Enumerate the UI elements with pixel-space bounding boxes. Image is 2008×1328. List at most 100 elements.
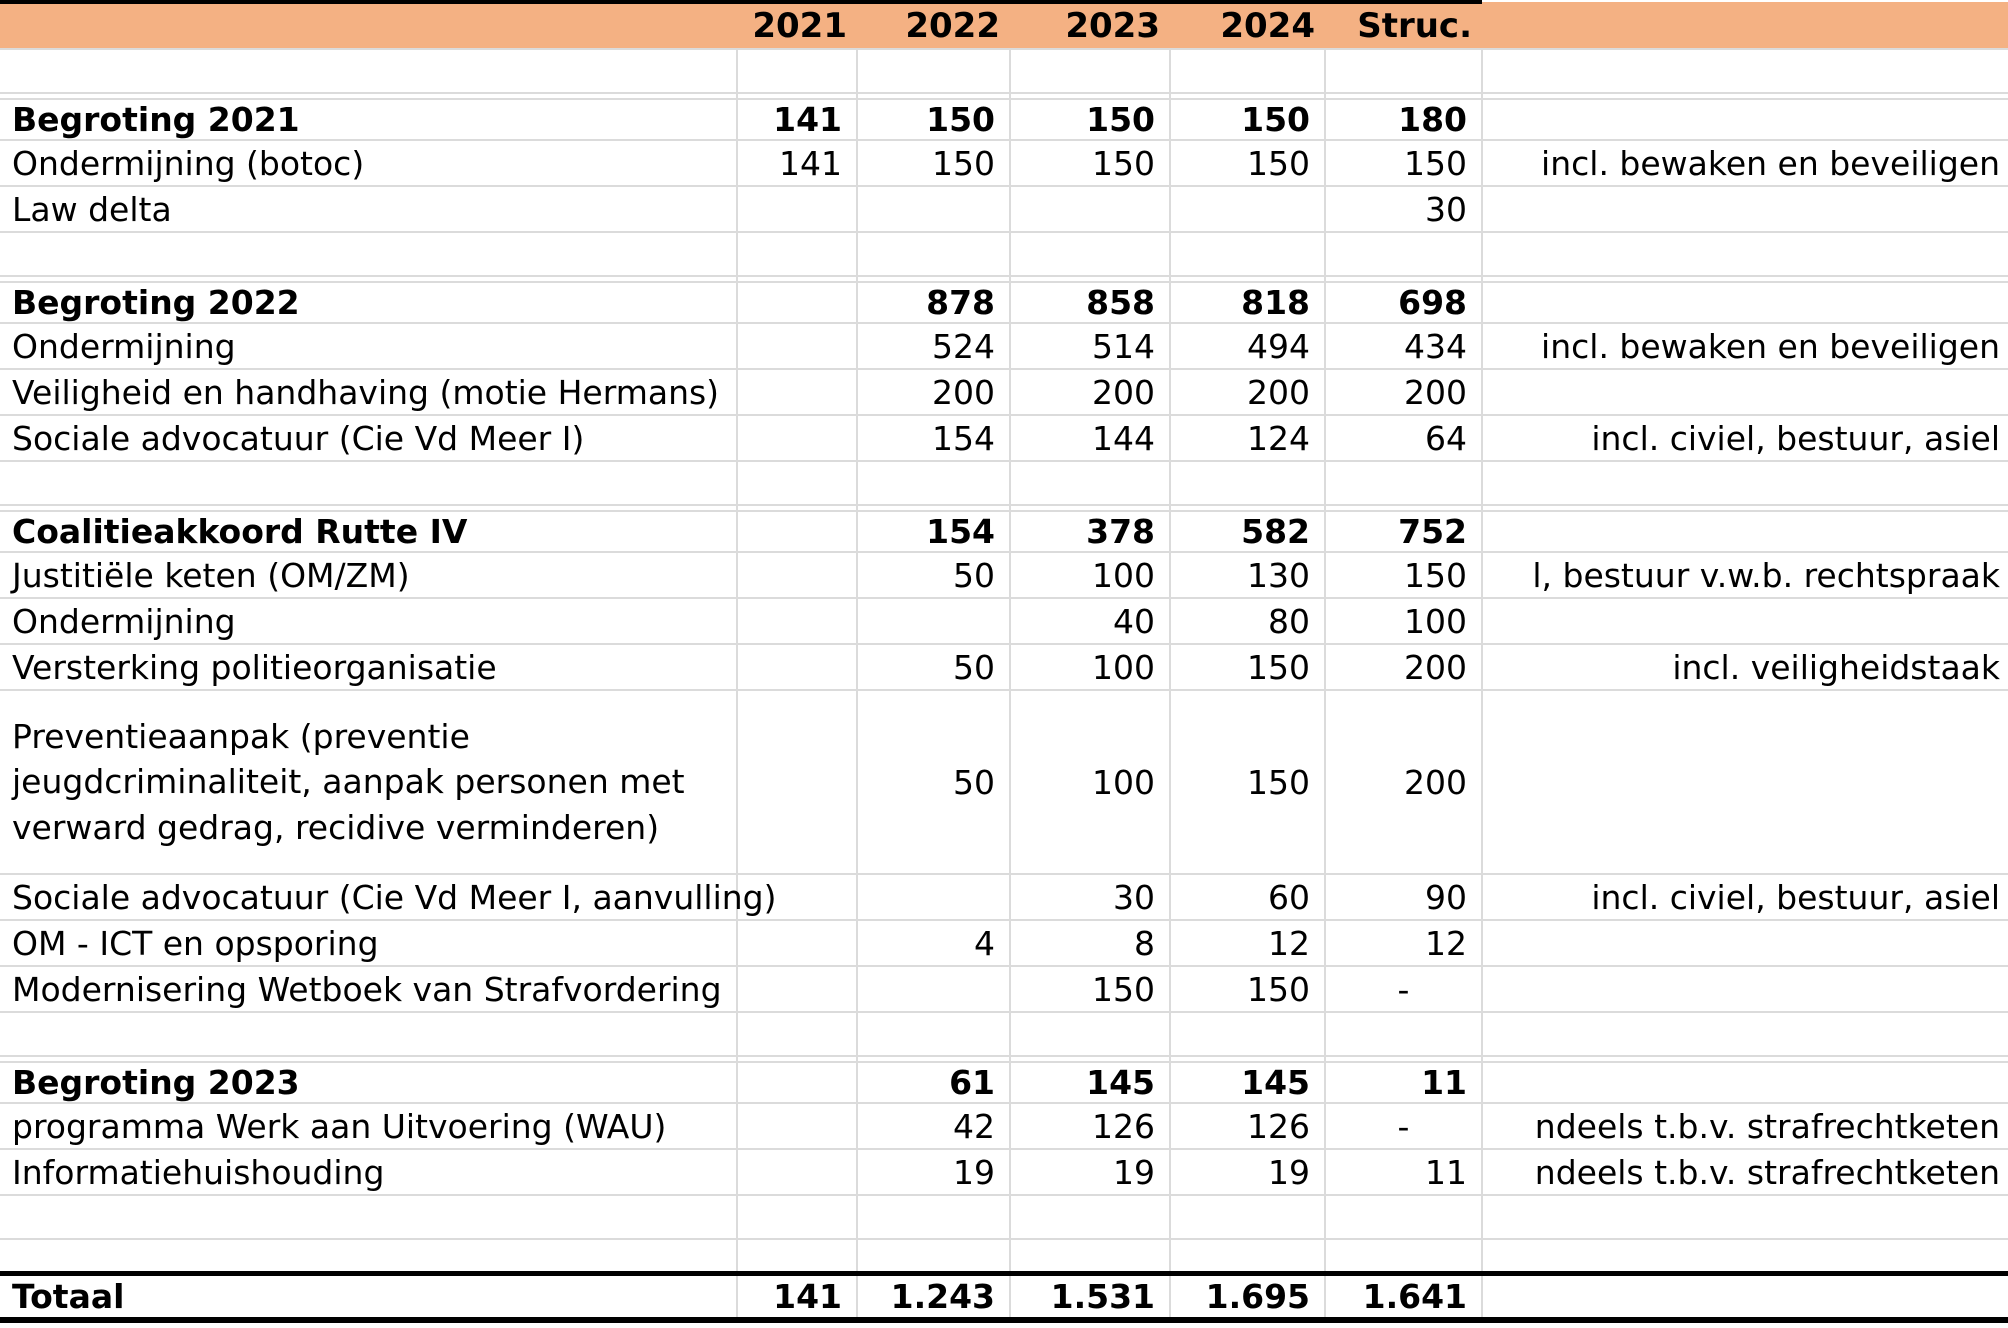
label-cell xyxy=(0,1012,738,1057)
value-2023-cell: 100 xyxy=(1010,552,1171,599)
value-2024-cell: 124 xyxy=(1170,415,1326,462)
value-2024-cell: 200 xyxy=(1170,369,1326,416)
value-2021-cell xyxy=(737,1056,858,1063)
label-cell: Modernisering Wetboek van Strafvordering xyxy=(0,966,738,1013)
value-2023-cell xyxy=(1010,1012,1171,1057)
row-justitiele-keten: Justitiële keten (OM/ZM) 50 100 130 150 l, be… xyxy=(0,552,2008,599)
note-cell xyxy=(1482,49,2008,94)
row-programma-wau: programma Werk aan Uitvoering (WAU) 42 126… xyxy=(0,1103,2008,1150)
value-struc-cell xyxy=(1325,93,1483,100)
header-note-cell xyxy=(1482,2,2008,50)
value-2024-cell: 150 xyxy=(1170,966,1326,1013)
note-cell: incl. bewaken en beveiligen xyxy=(1482,140,2008,187)
value-2023-cell: 19 xyxy=(1010,1149,1171,1196)
label-cell: Ondermijning xyxy=(0,323,738,370)
row-ondermijning-ca: Ondermijning 40 80 100 xyxy=(0,598,2008,645)
value-struc-cell: 1.641 xyxy=(1325,1270,1483,1323)
label-cell xyxy=(0,1195,738,1240)
note-cell xyxy=(1482,461,2008,506)
value-2021-cell xyxy=(737,93,858,100)
value-struc-cell xyxy=(1325,505,1483,512)
value-2022-cell xyxy=(857,49,1011,94)
note-cell xyxy=(1482,1012,2008,1057)
value-2023-cell: 150 xyxy=(1010,99,1171,141)
value-2022-cell: 878 xyxy=(857,282,1011,324)
value-2021-cell xyxy=(737,1195,858,1240)
section-row-begroting-2022: Begroting 2022 878 858 818 698 xyxy=(0,282,2008,324)
value-2022-cell: 4 xyxy=(857,920,1011,967)
note-cell xyxy=(1482,369,2008,416)
value-struc-cell xyxy=(1325,276,1483,283)
row-ondermijning-2022: Ondermijning 524 514 494 434 incl. bewaken en… xyxy=(0,323,2008,370)
note-cell: incl. bewaken en beveiligen xyxy=(1482,323,2008,370)
value-struc-cell: 200 xyxy=(1325,690,1483,875)
note-cell xyxy=(1482,966,2008,1013)
value-2023-cell: 100 xyxy=(1010,644,1171,691)
value-2021-cell xyxy=(737,282,858,324)
value-2024-cell xyxy=(1170,1012,1326,1057)
value-2023-cell: 1.531 xyxy=(1010,1270,1171,1323)
value-2023-cell xyxy=(1010,232,1171,277)
label-cell: Sociale advocatuur (Cie Vd Meer I, aanvu… xyxy=(0,874,777,921)
note-cell xyxy=(1482,505,2008,512)
value-2024-cell: 150 xyxy=(1170,644,1326,691)
value-2024-cell: 12 xyxy=(1170,920,1326,967)
value-struc-cell: 180 xyxy=(1325,99,1483,141)
value-2021-cell xyxy=(737,1012,858,1057)
value-2022-cell: 200 xyxy=(857,369,1011,416)
value-2024-cell: 582 xyxy=(1170,511,1326,553)
value-struc-cell: 30 xyxy=(1325,186,1483,233)
value-2022-cell xyxy=(857,1195,1011,1240)
value-2022-cell: 1.243 xyxy=(857,1270,1011,1323)
value-2022-cell: 154 xyxy=(857,511,1011,553)
value-2024-cell xyxy=(1170,461,1326,506)
row-sociale-advocatuur-1: Sociale advocatuur (Cie Vd Meer I) 154 144… xyxy=(0,415,2008,462)
value-2021-cell xyxy=(737,552,858,599)
value-2023-cell xyxy=(1010,49,1171,94)
value-2024-cell: 150 xyxy=(1170,690,1326,875)
header-label-cell xyxy=(0,0,737,50)
value-2022-cell xyxy=(857,276,1011,283)
value-struc-cell: 150 xyxy=(1325,552,1483,599)
value-2021-cell: 141 xyxy=(737,1270,858,1323)
value-2022-cell xyxy=(857,93,1011,100)
value-2023-cell xyxy=(1010,1195,1171,1240)
note-cell xyxy=(1482,276,2008,283)
label-cell: Preventieaanpak (preventie jeugdcriminal… xyxy=(0,690,738,875)
value-2022-cell: 50 xyxy=(857,552,1011,599)
label-cell xyxy=(0,232,738,277)
note-cell: incl. civiel, bestuur, asiel xyxy=(1482,874,2008,921)
value-2021-cell xyxy=(737,874,858,921)
label-cell: Versterking politieorganisatie xyxy=(0,644,738,691)
value-2022-cell xyxy=(857,598,1011,645)
note-cell: ndeels t.b.v. strafrechtketen xyxy=(1482,1149,2008,1196)
value-2021-cell xyxy=(737,1239,858,1274)
row-modernisering-wetboek: Modernisering Wetboek van Strafvordering… xyxy=(0,966,2008,1013)
value-2023-cell xyxy=(1010,461,1171,506)
value-2023-cell: 30 xyxy=(1010,874,1171,921)
note-cell xyxy=(1482,920,2008,967)
value-2021-cell xyxy=(737,369,858,416)
note-cell xyxy=(1482,1239,2008,1274)
blank-row-blank-3 xyxy=(0,461,2008,506)
value-2021-cell xyxy=(737,1149,858,1196)
value-2023-cell: 200 xyxy=(1010,369,1171,416)
row-sociale-advocatuur-aanvulling: Sociale advocatuur (Cie Vd Meer I, aanvu… xyxy=(0,874,2008,921)
value-2023-cell xyxy=(1010,1056,1171,1063)
value-2024-cell xyxy=(1170,276,1326,283)
value-2021-cell xyxy=(737,49,858,94)
value-2023-cell xyxy=(1010,1239,1171,1274)
label-cell: Law delta xyxy=(0,186,738,233)
value-2023-cell: 145 xyxy=(1010,1062,1171,1104)
value-2024-cell: 494 xyxy=(1170,323,1326,370)
value-2022-cell xyxy=(857,461,1011,506)
note-cell xyxy=(1482,282,2008,324)
value-2023-cell: 8 xyxy=(1010,920,1171,967)
value-2022-cell: 50 xyxy=(857,690,1011,875)
value-2021-cell xyxy=(737,920,858,967)
value-2024-cell: 150 xyxy=(1170,140,1326,187)
value-2022-cell: 524 xyxy=(857,323,1011,370)
label-cell: Justitiële keten (OM/ZM) xyxy=(0,552,738,599)
value-2021-cell xyxy=(737,415,858,462)
value-struc-cell: 200 xyxy=(1325,644,1483,691)
